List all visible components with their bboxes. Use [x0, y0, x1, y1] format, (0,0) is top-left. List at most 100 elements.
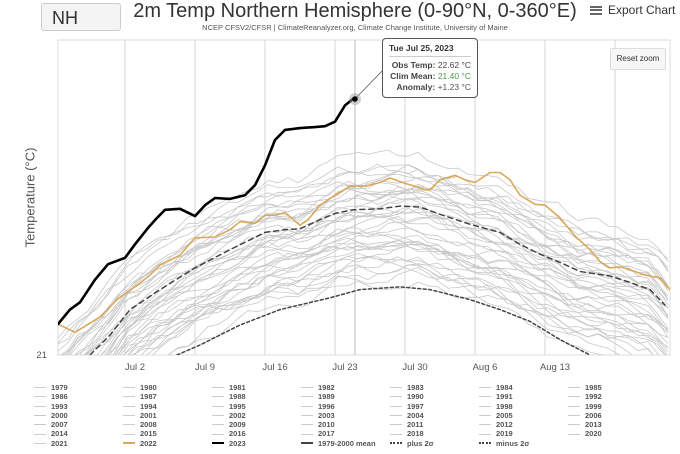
y-axis-label: Temperature (°C) [22, 147, 38, 248]
legend-label: 1989 [318, 392, 335, 402]
legend-label: 2014 [51, 429, 68, 439]
legend-swatch-icon [123, 424, 135, 426]
legend-item[interactable]: minus 2σ [479, 439, 568, 448]
legend-label: minus 2σ [496, 438, 530, 448]
legend-item[interactable]: 2003 [301, 411, 390, 420]
legend-item[interactable]: 1979-2000 mean [301, 439, 390, 448]
legend-item[interactable]: 2007 [34, 420, 123, 429]
legend-swatch-icon [212, 387, 224, 389]
legend-label: 2016 [229, 429, 246, 439]
legend-swatch-icon [301, 415, 313, 417]
legend-item[interactable]: 1991 [479, 392, 568, 401]
legend-label: 1990 [407, 392, 424, 402]
legend-swatch-icon [34, 424, 46, 426]
legend-item[interactable]: 1993 [34, 402, 123, 411]
legend-item[interactable]: 1986 [34, 392, 123, 401]
legend-swatch-icon [123, 433, 135, 435]
legend-item[interactable]: 1994 [123, 402, 212, 411]
legend-item[interactable]: 2008 [123, 420, 212, 429]
legend-item[interactable]: 2005 [479, 411, 568, 420]
legend-item[interactable]: 1984 [479, 383, 568, 392]
x-tick-label: Jul 30 [402, 362, 427, 373]
legend-item[interactable]: 2022 [123, 439, 212, 448]
hover-point[interactable] [352, 96, 358, 102]
legend-swatch-icon [123, 396, 135, 398]
series-line-2015 [123, 240, 669, 355]
legend-item[interactable]: 1992 [568, 392, 657, 401]
legend-label: 1996 [318, 401, 335, 411]
series-line-2016 [58, 163, 669, 352]
legend-swatch-icon [212, 433, 224, 435]
legend-item[interactable]: 2012 [479, 420, 568, 429]
legend-swatch-icon [390, 405, 402, 407]
legend-item[interactable]: 2001 [123, 411, 212, 420]
series-line-2020 [112, 216, 669, 355]
series-line-2018 [122, 240, 668, 355]
legend-item[interactable]: 2002 [212, 411, 301, 420]
legend-item[interactable]: 1989 [301, 392, 390, 401]
legend-swatch-icon [34, 433, 46, 435]
series-line-2023 [58, 97, 355, 326]
legend-item[interactable]: 2015 [123, 429, 212, 438]
legend-item[interactable]: 2014 [34, 429, 123, 438]
legend-item[interactable]: 2006 [568, 411, 657, 420]
legend-swatch-icon [34, 442, 46, 444]
legend-item[interactable]: 1983 [390, 383, 479, 392]
legend-swatch-icon [301, 396, 313, 398]
reset-zoom-button[interactable]: Reset zoom [610, 48, 666, 70]
legend-item[interactable]: 1996 [301, 402, 390, 411]
chart-svg: Jul 2 Jul 9 Jul 16 Jul 23 Jul 30 Aug 6 Aug 13 … [36, 39, 671, 373]
legend-item[interactable]: 2020 [568, 429, 657, 438]
series-line-2019 [68, 173, 669, 355]
legend-item[interactable]: 1987 [123, 392, 212, 401]
chart-subtitle: NCEP CFSV2/CFSR | ClimateReanalyzer.org,… [202, 23, 508, 32]
tooltip-anomaly-value: +1.23 °C [437, 82, 471, 92]
legend-item[interactable]: 2010 [301, 420, 390, 429]
series-line-2014 [79, 190, 669, 355]
legend-item[interactable]: 2000 [34, 411, 123, 420]
legend-label: 1998 [496, 401, 513, 411]
legend-swatch-icon [301, 387, 313, 389]
legend-item[interactable]: 1999 [568, 402, 657, 411]
legend-item[interactable]: 1998 [479, 402, 568, 411]
series-line-2006 [83, 189, 669, 355]
legend-swatch-icon [212, 415, 224, 417]
legend-item[interactable]: 2023 [212, 439, 301, 448]
legend-item[interactable]: 1997 [390, 402, 479, 411]
export-chart-button[interactable]: Export Chart [590, 3, 675, 17]
legend-item[interactable]: 1985 [568, 383, 657, 392]
region-select[interactable]: NH [41, 3, 121, 31]
legend-swatch-icon [390, 415, 402, 417]
legend-item[interactable]: 1995 [212, 402, 301, 411]
legend-swatch-icon [568, 415, 580, 417]
legend-item[interactable]: 2021 [34, 439, 123, 448]
legend-label: 2021 [51, 438, 68, 448]
legend-item[interactable]: 2017 [301, 429, 390, 438]
legend-item[interactable]: 2019 [479, 429, 568, 438]
series-line-2008 [58, 164, 669, 344]
legend-label: 1991 [496, 392, 513, 402]
tooltip-clim-label: Clim Mean: [390, 71, 436, 81]
legend-swatch-icon [479, 396, 491, 398]
legend-label: 1995 [229, 401, 246, 411]
legend-item[interactable]: 1988 [212, 392, 301, 401]
x-tick-label: Jul 9 [195, 362, 215, 373]
legend-item[interactable]: 2004 [390, 411, 479, 420]
legend-item[interactable]: 2011 [390, 420, 479, 429]
legend-item[interactable]: 1980 [123, 383, 212, 392]
legend-item[interactable]: 1990 [390, 392, 479, 401]
legend-label: 2007 [51, 420, 68, 430]
series-line-2009 [95, 208, 669, 355]
legend-swatch-icon [123, 405, 135, 407]
legend-item[interactable]: 2013 [568, 420, 657, 429]
legend-label: 2005 [496, 410, 513, 420]
legend-item[interactable]: 1981 [212, 383, 301, 392]
legend-item[interactable]: 2016 [212, 429, 301, 438]
legend-item[interactable]: 1982 [301, 383, 390, 392]
legend-label: 2008 [140, 420, 157, 430]
legend-item[interactable]: 2009 [212, 420, 301, 429]
legend-item[interactable]: plus 2σ [390, 439, 479, 448]
legend-item[interactable]: 2018 [390, 429, 479, 438]
legend-item[interactable]: 1979 [34, 383, 123, 392]
legend-label: 1986 [51, 392, 68, 402]
